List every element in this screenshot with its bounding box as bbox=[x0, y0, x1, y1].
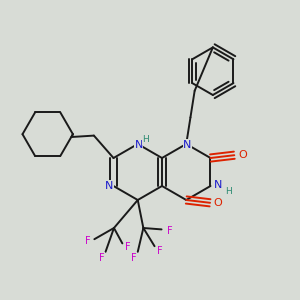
Text: F: F bbox=[157, 246, 162, 256]
Text: F: F bbox=[167, 226, 172, 236]
Text: F: F bbox=[85, 236, 90, 246]
Text: F: F bbox=[124, 242, 130, 252]
Text: N: N bbox=[183, 140, 191, 150]
Text: O: O bbox=[214, 198, 222, 208]
Text: F: F bbox=[131, 253, 137, 263]
Text: H: H bbox=[142, 136, 149, 145]
Text: N: N bbox=[135, 140, 143, 150]
Text: N: N bbox=[214, 180, 223, 190]
Text: F: F bbox=[99, 253, 104, 263]
Text: N: N bbox=[105, 181, 114, 191]
Text: H: H bbox=[225, 187, 232, 196]
Text: O: O bbox=[238, 150, 247, 160]
